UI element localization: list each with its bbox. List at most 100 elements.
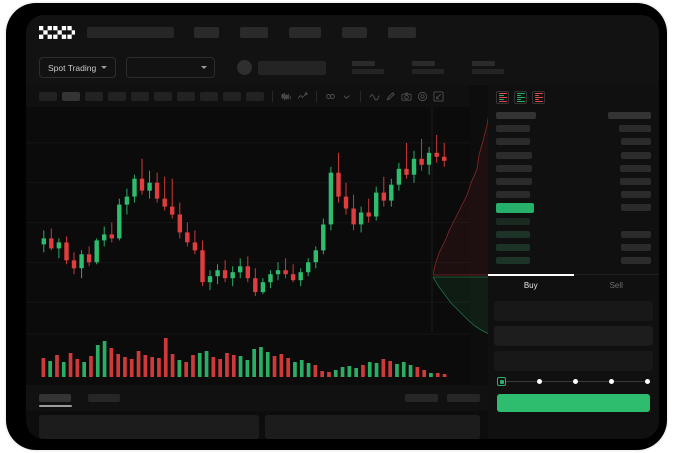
camera-icon[interactable] <box>401 91 412 102</box>
bottom-action-2[interactable] <box>447 394 480 402</box>
timeframe-chip-2[interactable] <box>62 91 80 101</box>
spot-trading-dropdown[interactable]: Spot Trading <box>39 57 117 78</box>
timeframe-chip-4[interactable] <box>108 91 126 101</box>
order-form-field-3[interactable] <box>494 351 653 372</box>
timeframe-chip-1[interactable] <box>39 91 57 101</box>
tab-sell[interactable]: Sell <box>609 281 623 291</box>
orderbook-bid-row[interactable] <box>496 228 651 241</box>
bid-price <box>496 230 530 238</box>
chevron-down-icon[interactable] <box>341 91 352 102</box>
orderbook-ask-row[interactable] <box>496 188 651 201</box>
ask-price <box>496 125 530 133</box>
market-stat-2 <box>412 61 445 74</box>
toolbar-divider <box>272 90 273 102</box>
orderbook-column-headers <box>496 109 651 122</box>
toolbar-divider <box>360 90 361 102</box>
settings-icon[interactable] <box>417 91 428 102</box>
bottom-panel-right[interactable] <box>265 415 480 439</box>
stat-label <box>412 61 436 66</box>
orderbook-bid-row[interactable] <box>496 254 651 267</box>
orderbook-asks-icon[interactable] <box>532 91 545 104</box>
indicator-icon[interactable] <box>325 91 336 102</box>
timeframe-chip-5[interactable] <box>131 91 149 101</box>
ask-amount <box>621 191 651 199</box>
ask-amount <box>621 151 651 159</box>
ask-price <box>496 138 530 146</box>
market-stat-3 <box>472 61 505 74</box>
stepper-step-3[interactable] <box>573 379 578 385</box>
amount-percent-stepper[interactable] <box>488 371 659 387</box>
pencil-icon[interactable] <box>385 91 396 102</box>
orderbook-rows <box>488 109 659 267</box>
stepper-track <box>542 381 573 383</box>
stepper-step-1-active[interactable] <box>497 377 506 387</box>
price-candlestick-chart[interactable] <box>26 107 470 332</box>
ask-price <box>496 164 532 172</box>
bottom-action-1[interactable] <box>405 394 438 402</box>
submit-buy-button[interactable] <box>497 394 650 413</box>
orderbook-bids-icon[interactable] <box>514 91 527 104</box>
orderbook-ask-row[interactable] <box>496 135 651 148</box>
okx-logo[interactable] <box>39 26 75 39</box>
ask-amount <box>620 164 651 172</box>
chart-toolbar <box>26 85 470 107</box>
nav-item-2[interactable] <box>240 27 268 38</box>
bottom-tab-open-orders[interactable] <box>39 394 71 402</box>
ask-price <box>496 151 532 159</box>
trading-pair-select[interactable] <box>126 57 216 78</box>
timeframe-chip-9[interactable] <box>223 91 241 101</box>
stepper-step-5[interactable] <box>645 379 650 385</box>
stepper-step-2[interactable] <box>537 379 542 385</box>
orderbook-view-modes <box>488 85 659 109</box>
bid-price <box>496 257 530 265</box>
stat-label <box>352 61 376 66</box>
timeframe-chip-6[interactable] <box>154 91 172 101</box>
okx-logo-icon <box>39 26 75 39</box>
timeframe-chip-3[interactable] <box>85 91 103 101</box>
ask-amount <box>621 138 651 146</box>
orderbook-ask-row[interactable] <box>496 122 651 135</box>
bid-amount <box>621 257 651 265</box>
nav-item-3[interactable] <box>289 27 321 38</box>
order-form-field-2[interactable] <box>494 326 653 347</box>
orderbook-mixed-icon[interactable] <box>496 91 509 104</box>
orderbook-spread-highlight[interactable] <box>496 201 651 214</box>
wave-icon[interactable] <box>369 91 380 102</box>
fullscreen-icon[interactable] <box>433 90 444 102</box>
active-tab-underline <box>39 405 72 407</box>
ask-price <box>496 191 530 199</box>
orderbook-ask-row[interactable] <box>496 162 651 175</box>
orderbook-ask-row[interactable] <box>496 175 651 188</box>
nav-search-placeholder[interactable] <box>87 27 174 38</box>
orderbook-ask-row[interactable] <box>496 149 651 162</box>
bottom-panel-left[interactable] <box>39 415 259 439</box>
nav-item-5[interactable] <box>388 27 416 38</box>
nav-item-4[interactable] <box>342 27 367 38</box>
timeframe-chip-10[interactable] <box>246 91 264 101</box>
bottom-tab-order-history[interactable] <box>88 394 120 402</box>
bid-amount <box>621 243 651 251</box>
order-form-field-1[interactable] <box>494 301 653 322</box>
spread-price <box>496 202 534 213</box>
bottom-tab-actions <box>405 394 480 402</box>
orderbook-bid-row[interactable] <box>496 241 651 254</box>
ask-amount <box>619 125 651 133</box>
spot-trading-label: Spot Trading <box>48 62 97 73</box>
timeframe-chip-7[interactable] <box>177 91 195 101</box>
tab-buy[interactable]: Buy <box>488 275 574 296</box>
nav-item-1[interactable] <box>194 27 219 38</box>
candlestick-icon[interactable] <box>281 91 292 102</box>
stepper-track <box>578 381 609 383</box>
timeframe-chip-8[interactable] <box>200 91 218 101</box>
stat-value <box>412 69 445 74</box>
orderbook-bid-row[interactable] <box>496 215 651 228</box>
stat-value <box>352 69 385 74</box>
ask-price <box>496 178 532 186</box>
toolbar-divider <box>316 90 317 102</box>
line-chart-icon[interactable] <box>297 91 308 102</box>
bid-price <box>496 217 530 225</box>
tablet-screen: Spot Trading <box>26 15 659 439</box>
bottom-content-panels <box>26 411 488 439</box>
buy-sell-tabs: Buy Sell <box>488 274 659 296</box>
stepper-step-4[interactable] <box>609 379 614 385</box>
